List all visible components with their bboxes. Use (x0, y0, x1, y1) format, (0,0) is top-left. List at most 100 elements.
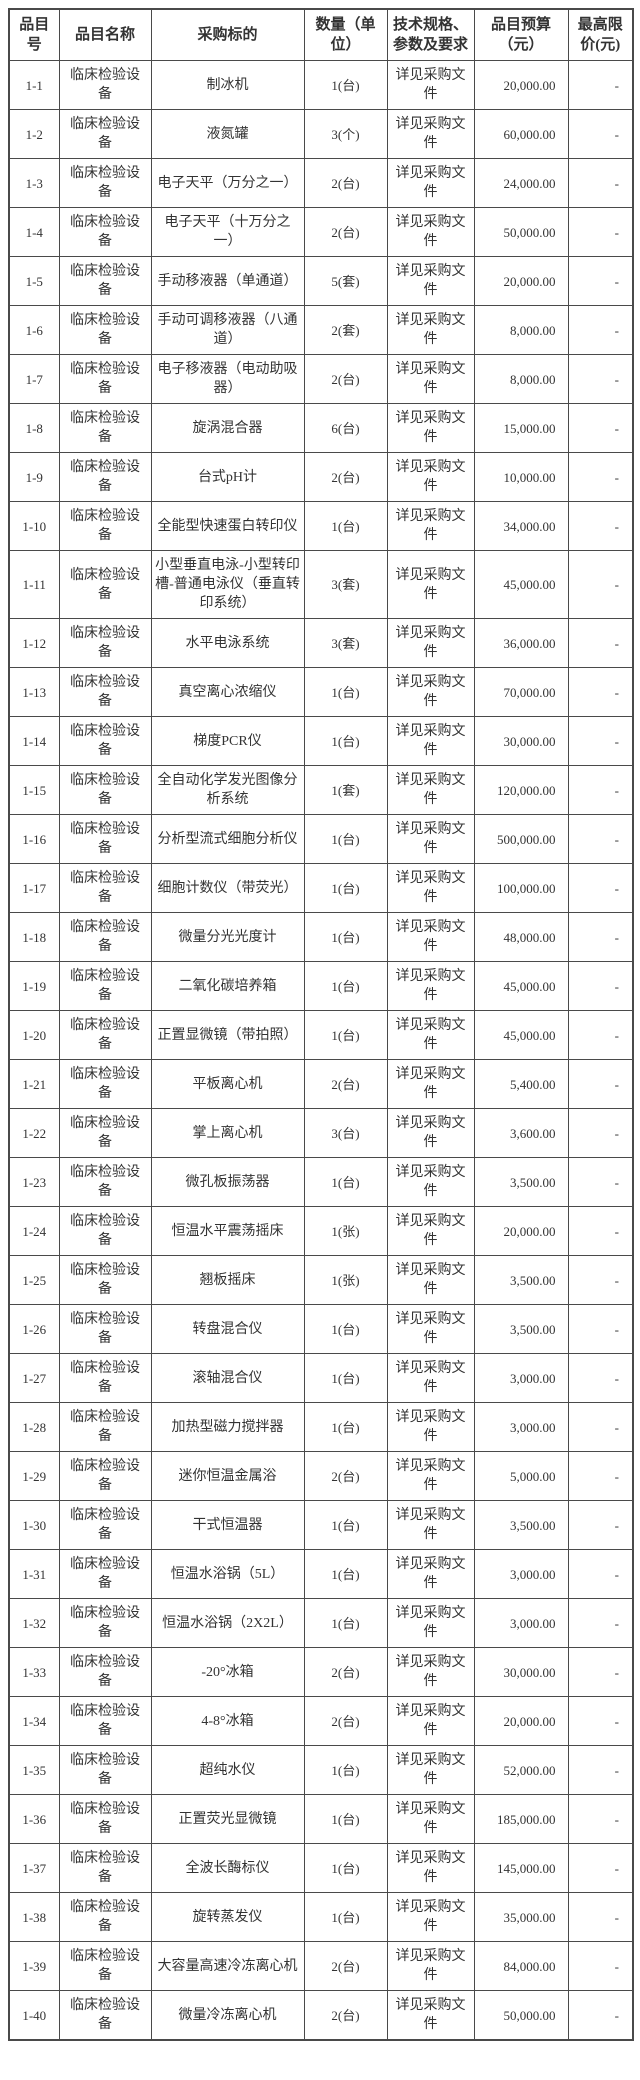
cell-item-no: 1-25 (8, 1255, 60, 1305)
table-row: 1-16 临床检验设备 分析型流式细胞分析仪 1(台) 详见采购文件 500,000.00… (8, 814, 634, 864)
cell-quantity: 1(台) (303, 1794, 388, 1844)
cell-max-price: - (567, 765, 634, 815)
cell-procurement-target: 微孔板振荡器 (150, 1157, 305, 1207)
cell-budget: 5,000.00 (473, 1451, 569, 1501)
table-row: 1-34 临床检验设备 4-8°冰箱 2(台) 详见采购文件 20,000.00- (8, 1696, 634, 1746)
cell-procurement-target: 转盘混合仪 (150, 1304, 305, 1354)
cell-tech-spec: 详见采购文件 (386, 109, 475, 159)
cell-item-no: 1-38 (8, 1892, 60, 1942)
cell-max-price: - (567, 452, 634, 502)
table-row: 1-6 临床检验设备 手动可调移液器（八通道） 2(套) 详见采购文件 8,000.00- (8, 305, 634, 355)
cell-item-category: 临床检验设备 (58, 618, 152, 668)
cell-item-category: 临床检验设备 (58, 1353, 152, 1403)
cell-procurement-target: 全自动化学发光图像分析系统 (150, 765, 305, 815)
col-header-max-price: 最高限价(元) (567, 8, 634, 61)
cell-budget: 120,000.00 (473, 765, 569, 815)
cell-max-price: - (567, 305, 634, 355)
cell-item-no: 1-3 (8, 158, 60, 208)
cell-item-no: 1-37 (8, 1843, 60, 1893)
cell-quantity: 1(台) (303, 961, 388, 1011)
cell-quantity: 1(台) (303, 1304, 388, 1354)
cell-budget: 20,000.00 (473, 1206, 569, 1256)
cell-max-price: - (567, 912, 634, 962)
cell-budget: 50,000.00 (473, 1990, 569, 2041)
cell-budget: 185,000.00 (473, 1794, 569, 1844)
cell-item-no: 1-33 (8, 1647, 60, 1697)
cell-item-category: 临床检验设备 (58, 305, 152, 355)
table-row: 1-1 临床检验设备 制冰机 1(台) 详见采购文件 20,000.00- (8, 60, 634, 110)
cell-quantity: 2(台) (303, 1990, 388, 2041)
cell-item-category: 临床检验设备 (58, 863, 152, 913)
table-row: 1-10 临床检验设备 全能型快速蛋白转印仪 1(台) 详见采购文件 34,000.00- (8, 501, 634, 551)
cell-quantity: 2(台) (303, 1451, 388, 1501)
table-row: 1-28 临床检验设备 加热型磁力搅拌器 1(台) 详见采购文件 3,000.00- (8, 1402, 634, 1452)
cell-procurement-target: 梯度PCR仪 (150, 716, 305, 766)
cell-max-price: - (567, 1108, 634, 1158)
cell-quantity: 2(套) (303, 305, 388, 355)
table-row: 1-9 临床检验设备 台式pH计 2(台) 详见采购文件 10,000.00- (8, 452, 634, 502)
cell-budget: 500,000.00 (473, 814, 569, 864)
cell-max-price: - (567, 109, 634, 159)
cell-budget: 30,000.00 (473, 1647, 569, 1697)
table-header-row: 品目号 品目名称 采购标的 数量（单位） 技术规格、参数及要求 品目预算（元） … (8, 8, 634, 61)
cell-item-category: 临床检验设备 (58, 1549, 152, 1599)
cell-tech-spec: 详见采购文件 (386, 1941, 475, 1991)
cell-procurement-target: 恒温水浴锅（2X2L） (150, 1598, 305, 1648)
cell-procurement-target: 全能型快速蛋白转印仪 (150, 501, 305, 551)
cell-quantity: 1(张) (303, 1206, 388, 1256)
cell-budget: 3,000.00 (473, 1402, 569, 1452)
col-header-procurement-target: 采购标的 (150, 8, 305, 61)
cell-max-price: - (567, 1157, 634, 1207)
cell-tech-spec: 详见采购文件 (386, 60, 475, 110)
table-row: 1-39 临床检验设备 大容量高速冷冻离心机 2(台) 详见采购文件 84,000.00- (8, 1941, 634, 1991)
cell-procurement-target: 手动移液器（单通道） (150, 256, 305, 306)
cell-max-price: - (567, 207, 634, 257)
cell-max-price: - (567, 1647, 634, 1697)
table-row: 1-21 临床检验设备 平板离心机 2(台) 详见采购文件 5,400.00- (8, 1059, 634, 1109)
cell-max-price: - (567, 1745, 634, 1795)
cell-item-category: 临床检验设备 (58, 403, 152, 453)
cell-item-no: 1-23 (8, 1157, 60, 1207)
cell-budget: 50,000.00 (473, 207, 569, 257)
cell-item-no: 1-29 (8, 1451, 60, 1501)
cell-tech-spec: 详见采购文件 (386, 1696, 475, 1746)
cell-item-no: 1-36 (8, 1794, 60, 1844)
cell-item-category: 临床检验设备 (58, 1206, 152, 1256)
cell-item-category: 临床检验设备 (58, 1451, 152, 1501)
cell-quantity: 1(台) (303, 814, 388, 864)
col-header-budget: 品目预算（元） (473, 8, 569, 61)
table-row: 1-18 临床检验设备 微量分光光度计 1(台) 详见采购文件 48,000.00- (8, 912, 634, 962)
cell-item-category: 临床检验设备 (58, 452, 152, 502)
cell-max-price: - (567, 60, 634, 110)
cell-quantity: 1(台) (303, 60, 388, 110)
cell-budget: 20,000.00 (473, 60, 569, 110)
cell-max-price: - (567, 1304, 634, 1354)
cell-tech-spec: 详见采购文件 (386, 452, 475, 502)
cell-max-price: - (567, 354, 634, 404)
cell-tech-spec: 详见采购文件 (386, 1108, 475, 1158)
cell-budget: 3,000.00 (473, 1353, 569, 1403)
cell-item-category: 临床检验设备 (58, 501, 152, 551)
cell-item-no: 1-22 (8, 1108, 60, 1158)
cell-quantity: 1(套) (303, 765, 388, 815)
table-row: 1-19 临床检验设备 二氧化碳培养箱 1(台) 详见采购文件 45,000.00- (8, 961, 634, 1011)
cell-tech-spec: 详见采购文件 (386, 863, 475, 913)
cell-item-category: 临床检验设备 (58, 1647, 152, 1697)
table-row: 1-11 临床检验设备 小型垂直电泳-小型转印槽-普通电泳仪（垂直转印系统） 3(套)… (8, 550, 634, 619)
cell-item-no: 1-9 (8, 452, 60, 502)
cell-quantity: 1(台) (303, 1745, 388, 1795)
cell-quantity: 1(台) (303, 1010, 388, 1060)
cell-item-no: 1-13 (8, 667, 60, 717)
cell-max-price: - (567, 1451, 634, 1501)
table-row: 1-7 临床检验设备 电子移液器（电动助吸器） 2(台) 详见采购文件 8,000.00- (8, 354, 634, 404)
table-row: 1-29 临床检验设备 迷你恒温金属浴 2(台) 详见采购文件 5,000.00- (8, 1451, 634, 1501)
cell-tech-spec: 详见采购文件 (386, 207, 475, 257)
cell-item-no: 1-1 (8, 60, 60, 110)
cell-max-price: - (567, 1206, 634, 1256)
cell-tech-spec: 详见采购文件 (386, 1990, 475, 2041)
table-row: 1-24 临床检验设备 恒温水平震荡摇床 1(张) 详见采购文件 20,000.00- (8, 1206, 634, 1256)
cell-item-no: 1-5 (8, 256, 60, 306)
cell-item-category: 临床检验设备 (58, 1892, 152, 1942)
cell-budget: 8,000.00 (473, 305, 569, 355)
cell-tech-spec: 详见采购文件 (386, 256, 475, 306)
